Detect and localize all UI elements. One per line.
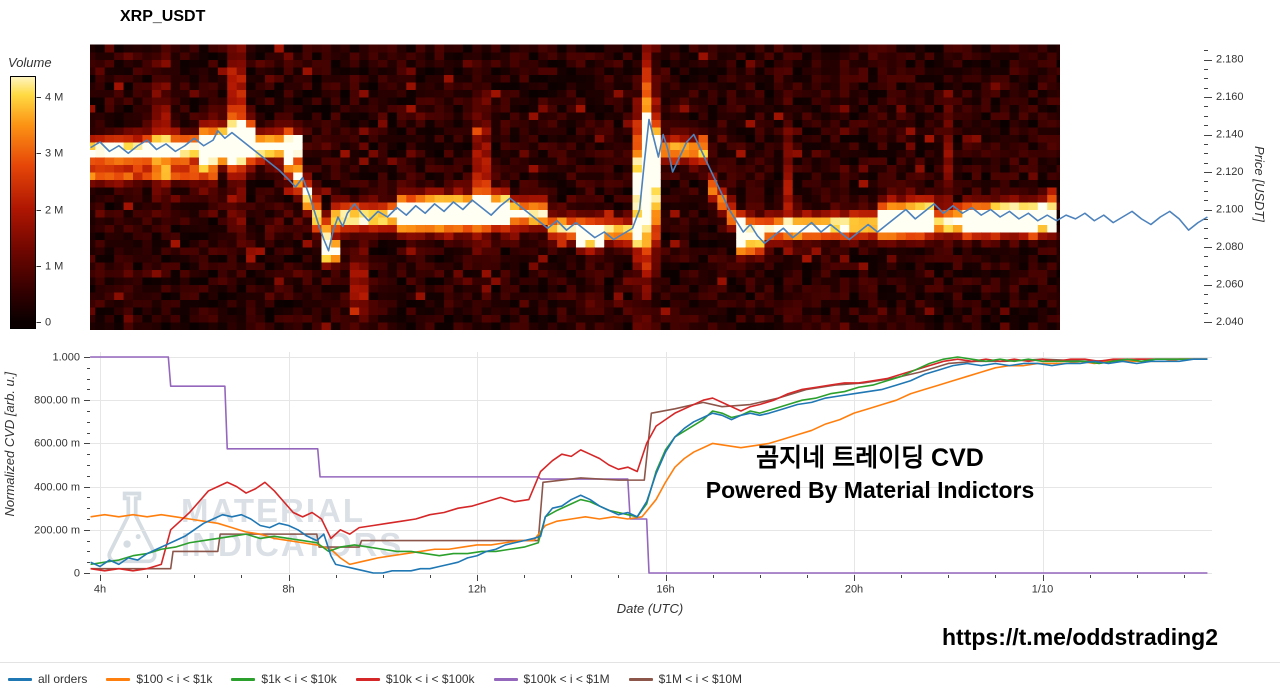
legend-label: $1k < i < $10k xyxy=(261,672,337,686)
date-axis-label: Date (UTC) xyxy=(616,601,684,616)
legend-label: $100 < i < $1k xyxy=(136,672,213,686)
volume-colorbar-label: Volume xyxy=(8,55,52,70)
legend-item-2[interactable]: $1k < i < $10k xyxy=(231,672,337,686)
chart-title: XRP_USDT xyxy=(120,8,206,25)
legend-item-3[interactable]: $10k < i < $100k xyxy=(355,672,475,686)
legend-item-4[interactable]: $100k < i < $1M xyxy=(493,672,610,686)
legend-item-1[interactable]: $100 < i < $1k xyxy=(106,672,212,686)
legend-line-swatch xyxy=(355,677,380,681)
legend-line-swatch xyxy=(231,677,256,681)
annotation-powered-by: Powered By Material Indictors xyxy=(705,477,1035,503)
telegram-link[interactable]: https://t.me/oddstrading2 xyxy=(942,624,1218,650)
legend-line-swatch xyxy=(8,677,32,681)
legend-line-swatch xyxy=(493,677,518,681)
chart-annotation: 곰지네 트레이딩 CVD Powered By Material Indicto… xyxy=(680,438,1060,504)
legend-label: $10k < i < $100k xyxy=(385,672,475,686)
legend-label: $1M < i < $10M xyxy=(658,672,742,686)
legend-item-5[interactable]: $1M < i < $10M xyxy=(628,672,742,686)
legend-line-swatch xyxy=(106,677,131,681)
cvd-axis-label: Normalized CVD [arb. u.] xyxy=(2,372,17,517)
legend-line-swatch xyxy=(628,677,653,681)
legend-label: all orders xyxy=(38,672,88,686)
annotation-korean: 곰지네 트레이딩 CVD xyxy=(756,444,984,472)
price-axis-label: Price [USDT] xyxy=(1252,146,1267,222)
legend-item-0[interactable]: all orders xyxy=(8,672,87,686)
legend-label: $100k < i < $1M xyxy=(523,672,610,686)
legend-bar: all orders $100 < i < $1k $1k < i < $10k $1… xyxy=(0,662,1280,695)
